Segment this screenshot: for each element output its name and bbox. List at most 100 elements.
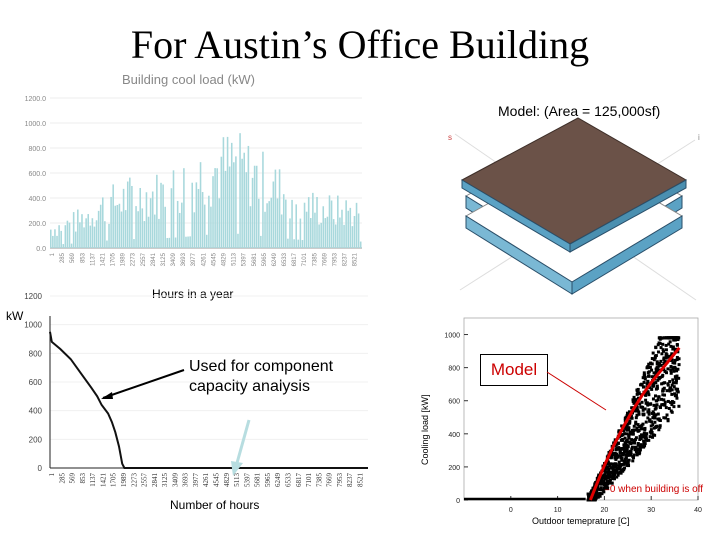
chart3-point <box>605 474 609 478</box>
chart3-point <box>666 399 670 403</box>
chart3-point <box>636 423 640 427</box>
chart3-point <box>595 489 599 493</box>
chart1-bar <box>164 206 166 248</box>
chart3-point <box>611 477 615 481</box>
chart3-point <box>657 428 661 432</box>
chart3-point <box>671 401 675 405</box>
chart3-point <box>655 369 659 373</box>
chart3-point <box>631 399 635 403</box>
chart3-point <box>653 420 657 424</box>
chart3-xtick-label: 10 <box>554 507 562 514</box>
chart3-point <box>627 427 631 431</box>
chart3-point <box>615 442 619 446</box>
chart3-point <box>641 412 645 416</box>
chart3-point <box>664 371 668 375</box>
chart3-point <box>652 411 656 415</box>
chart1-bar <box>287 238 289 248</box>
chart3-point <box>641 408 645 412</box>
chart1-bar <box>318 224 320 248</box>
chart3-point <box>625 463 629 467</box>
chart3-point <box>642 380 646 384</box>
chart1-bar <box>285 199 287 248</box>
chart3-point <box>602 479 606 483</box>
chart1-bar <box>191 182 193 248</box>
chart3-point <box>627 436 631 440</box>
chart1-bar <box>131 185 133 248</box>
chart3-point <box>625 438 629 442</box>
chart3-point <box>642 442 646 446</box>
chart1-bar <box>162 184 164 248</box>
chart3-point <box>623 461 627 465</box>
chart3-point <box>663 400 667 404</box>
chart3-point <box>643 393 647 397</box>
chart3-point <box>656 398 660 402</box>
chart1-bar <box>303 202 306 248</box>
chart3-point <box>625 428 629 432</box>
chart3-point <box>628 419 632 423</box>
chart3-point <box>654 346 658 350</box>
chart3-point <box>673 381 677 385</box>
chart3-point <box>647 438 651 442</box>
chart2-xtick-label: 569 <box>69 473 77 484</box>
chart3-point <box>625 424 629 428</box>
chart1-bar <box>116 204 119 248</box>
chart3-point <box>593 496 597 500</box>
chart1-bar <box>137 211 139 248</box>
chart3-point <box>625 432 629 436</box>
chart3-point <box>643 374 647 378</box>
chart3-point <box>650 430 654 434</box>
chart3-point <box>671 378 675 382</box>
chart3-point <box>596 484 600 488</box>
chart1-ytick-label: 800.0 <box>28 146 46 153</box>
chart3-point <box>663 336 667 340</box>
chart1-bar <box>297 239 300 248</box>
chart3-point <box>632 424 636 428</box>
chart1-bar <box>93 226 96 248</box>
chart3-point <box>666 367 670 371</box>
chart3-point <box>652 413 656 417</box>
chart3-point <box>669 336 673 340</box>
chart3-point <box>647 412 651 416</box>
chart1-bar <box>79 222 81 248</box>
roof-edge-right <box>569 179 687 253</box>
chart3-point <box>637 391 641 395</box>
chart1-bar <box>189 236 191 248</box>
chart3-point <box>600 474 604 478</box>
chart1-xtick-label: 5965 <box>262 252 268 266</box>
chart3-point <box>641 376 645 380</box>
chart2-xtick-label: 5681 <box>254 473 262 488</box>
chart3-point <box>664 354 668 358</box>
chart1-bar <box>89 225 92 248</box>
chart3-point <box>648 430 652 434</box>
chart3-point <box>617 464 621 468</box>
chart1-bar <box>120 211 123 248</box>
chart3-point <box>652 358 656 362</box>
chart3-point <box>639 436 643 440</box>
chart3-point <box>624 444 628 448</box>
arrow-to-zero-hours <box>235 419 251 464</box>
chart3-point <box>586 492 590 496</box>
chart3-point <box>673 366 677 370</box>
chart3-point <box>672 369 676 373</box>
chart1-xtick-label: 6249 <box>272 252 278 266</box>
chart1-bar <box>172 170 175 248</box>
chart1-bar <box>326 216 329 248</box>
chart3-point <box>621 469 625 473</box>
chart2-xtick-label: 2273 <box>130 473 138 488</box>
chart3-point <box>625 414 629 418</box>
chart3-point <box>640 423 644 427</box>
chart1-bar <box>147 216 150 248</box>
chart3-point <box>677 336 681 340</box>
chart3-point <box>668 388 672 392</box>
chart3-point <box>649 402 653 406</box>
chart1-bar <box>212 176 214 248</box>
chart2-xtick-label: 1705 <box>110 473 118 488</box>
chart1-bar <box>141 208 144 248</box>
chart3-point <box>659 359 663 363</box>
chart1-xtick-label: 5113 <box>232 252 238 266</box>
chart1-bar <box>139 187 141 248</box>
chart3-point <box>635 413 639 417</box>
chart3-point <box>672 405 676 409</box>
chart3-point <box>634 450 638 454</box>
chart1-ytick-label: 1200.0 <box>25 96 47 103</box>
